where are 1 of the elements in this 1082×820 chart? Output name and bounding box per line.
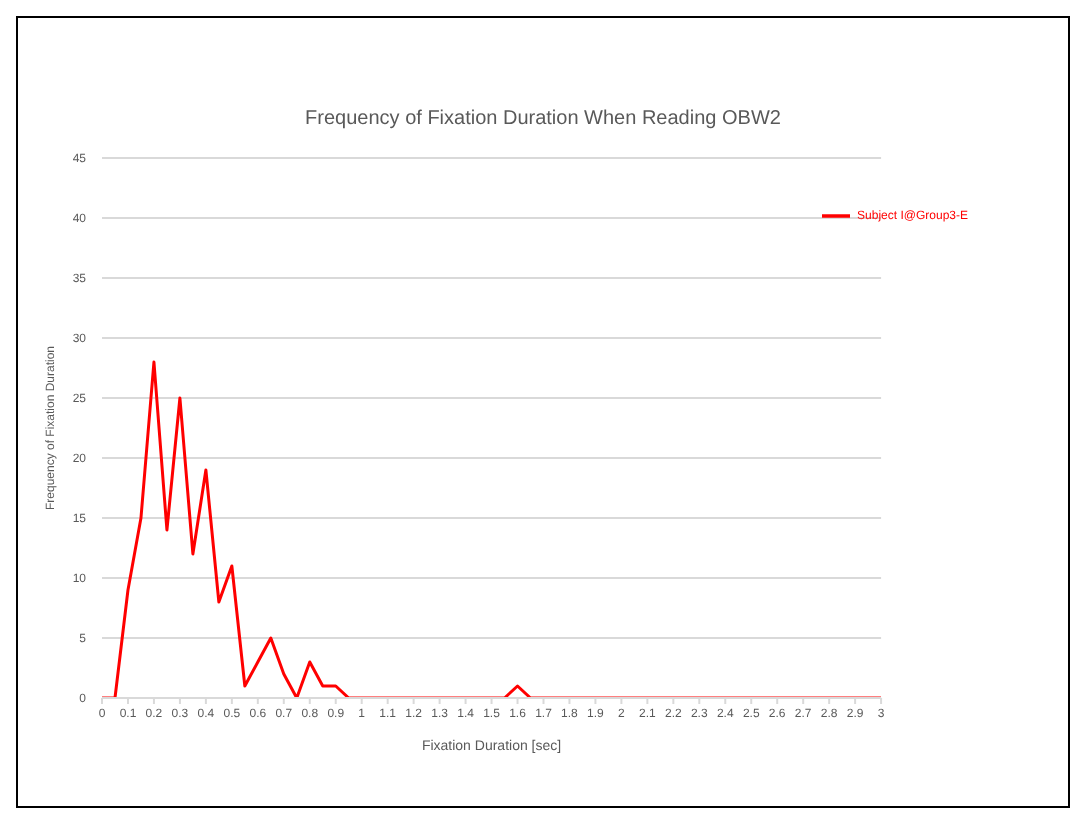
chart-title: Frequency of Fixation Duration When Reading OBW2 <box>303 108 783 130</box>
